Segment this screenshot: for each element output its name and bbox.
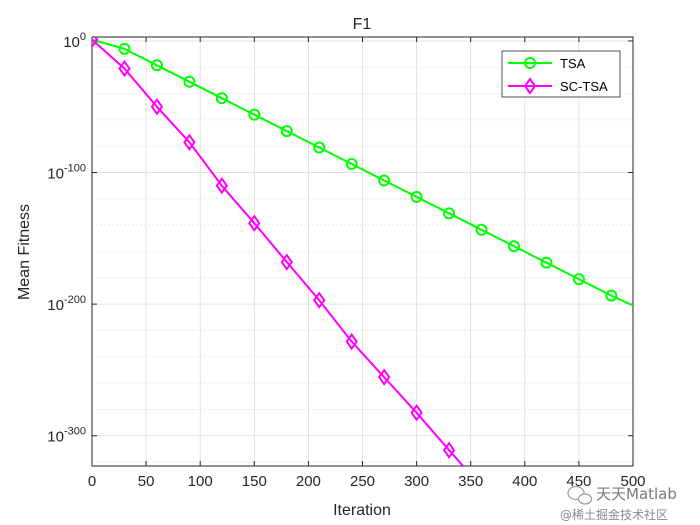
data-point xyxy=(443,207,456,220)
data-point xyxy=(118,59,131,78)
data-point xyxy=(92,37,99,49)
x-tick-label: 500 xyxy=(620,473,645,490)
data-point xyxy=(345,157,358,170)
data-point xyxy=(572,273,585,286)
x-tick-label: 200 xyxy=(296,473,321,490)
data-point xyxy=(507,240,520,253)
x-tick-label: 450 xyxy=(566,473,591,490)
data-point xyxy=(248,108,261,121)
y-tick-label: 10-100 xyxy=(47,163,86,183)
watermark-main: 天天Matlab xyxy=(596,485,677,503)
data-point xyxy=(150,98,164,116)
x-tick-label: 100 xyxy=(188,473,213,490)
data-point xyxy=(150,59,163,72)
chart-title: F1 xyxy=(353,16,372,33)
data-point xyxy=(377,368,391,386)
series-sc-tsa xyxy=(92,37,464,466)
x-tick-label: 50 xyxy=(138,473,155,490)
data-point xyxy=(410,190,423,203)
legend-label-tsa: TSA xyxy=(560,56,586,71)
legend-marker-sctsa xyxy=(523,77,537,95)
y-axis-label: Mean Fitness xyxy=(16,204,33,300)
data-point xyxy=(475,223,488,236)
x-tick-label: 300 xyxy=(404,473,429,490)
data-point xyxy=(118,42,131,55)
x-axis-label: Iteration xyxy=(333,502,391,519)
series-group xyxy=(92,37,633,466)
y-tick-label: 100 xyxy=(63,31,86,51)
watermark: 天天Matlab @稀土掘金技术社区 xyxy=(560,485,677,522)
grid xyxy=(91,37,634,466)
series-tsa xyxy=(92,37,633,307)
data-point xyxy=(248,214,261,232)
y-tick-label: 10-300 xyxy=(47,426,86,446)
data-point xyxy=(410,403,423,422)
x-tick-label: 350 xyxy=(458,473,483,490)
data-point xyxy=(183,75,196,88)
legend: TSA SC-TSA xyxy=(501,50,621,98)
axis-ticks: 0 50 100 150 200 250 300 350 400 450 500 100 10-100 1… xyxy=(47,31,645,490)
data-point xyxy=(280,253,293,271)
x-tick-label: 0 xyxy=(88,473,96,490)
data-point xyxy=(605,289,618,302)
wechat-icon xyxy=(567,485,593,505)
legend-label-sctsa: SC-TSA xyxy=(560,79,608,94)
data-point xyxy=(378,174,391,187)
legend-box xyxy=(501,50,621,98)
data-point xyxy=(540,256,553,269)
data-point xyxy=(280,125,293,138)
x-tick-label: 400 xyxy=(512,473,537,490)
data-point xyxy=(442,441,456,459)
watermark-sub: @稀土掘金技术社区 xyxy=(560,507,668,522)
data-point xyxy=(215,176,229,195)
series-line-sc-tsa xyxy=(92,38,464,466)
x-tick-label: 150 xyxy=(242,473,267,490)
series-line-tsa xyxy=(92,38,633,307)
data-point xyxy=(215,92,228,105)
legend-marker-tsa xyxy=(524,57,536,69)
data-point xyxy=(183,133,196,151)
x-tick-label: 250 xyxy=(350,473,375,490)
data-point xyxy=(312,291,326,309)
y-tick-label: 10-200 xyxy=(47,294,86,314)
data-point xyxy=(345,332,358,351)
data-point xyxy=(313,141,326,154)
